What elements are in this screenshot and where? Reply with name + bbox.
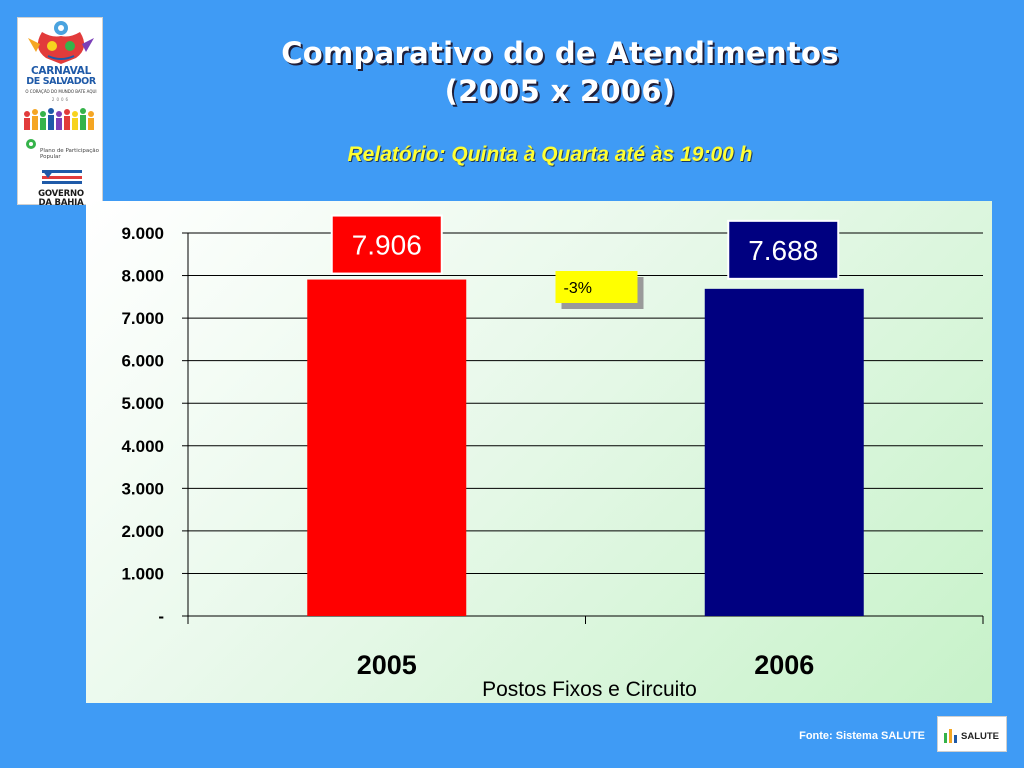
- carnaval-logo-graphic: [24, 21, 94, 184]
- page-title-line2: (2005 x 2006): [444, 74, 676, 108]
- salute-logo: SALUTE: [937, 716, 1007, 752]
- y-tick-label: 2.000: [121, 522, 164, 541]
- annotation-box: [555, 271, 638, 303]
- logo-carnaval-text: CARNAVAL: [31, 65, 91, 77]
- logo-salvador-text: DE SALVADOR: [26, 76, 96, 87]
- bar-chart: - 1.000 2.000 3.000 4.000 5.000 6.000 7.000 8.00…: [121, 214, 984, 701]
- y-tick-label: 4.000: [121, 437, 164, 456]
- x-axis-label: Postos Fixos e Circuito: [482, 678, 697, 701]
- y-tick-label: -: [158, 607, 164, 626]
- y-tick-label: 5.000: [121, 394, 164, 413]
- y-tick-label: 9.000: [121, 224, 164, 243]
- x-tick-label: 2005: [357, 650, 417, 680]
- y-tick-label: 7.000: [121, 309, 164, 328]
- salute-logo-text: SALUTE: [961, 731, 999, 742]
- y-tick-label: 3.000: [121, 479, 164, 498]
- logo-governo-text: GOVERNO: [38, 189, 84, 199]
- chart-panel: - 1.000 2.000 3.000 4.000 5.000 6.000 7.000 8.00…: [86, 201, 992, 703]
- report-subtitle: Relatório: Quinta à Quarta até às 19:00 …: [347, 143, 753, 166]
- x-tick-label: 2006: [754, 650, 814, 680]
- value-label-box: [330, 214, 443, 275]
- y-tick-label: 1.000: [121, 564, 164, 583]
- logo-bahia-text: DA BAHIA: [38, 198, 84, 208]
- salute-logo-icon: [944, 729, 957, 743]
- y-tick-label: 8.000: [121, 267, 164, 286]
- value-label: 7.906: [352, 230, 422, 261]
- bar-2005: [307, 279, 467, 616]
- value-label: 7.688: [748, 235, 818, 266]
- source-note: Fonte: Sistema SALUTE: [799, 730, 925, 742]
- value-label-box: [727, 219, 840, 280]
- annotation-label: -3%: [564, 280, 592, 297]
- logo-tagline: O CORAÇÃO DO MUNDO BATE AQUI: [25, 89, 97, 94]
- y-tick-label: 6.000: [121, 352, 164, 371]
- carnaval-logo-panel: CARNAVAL DE SALVADOR O CORAÇÃO DO MUNDO …: [17, 17, 103, 208]
- bar-2006: [704, 288, 864, 616]
- page-title-line1: Comparativo do de Atendimentos: [281, 36, 839, 70]
- logo-participacao: Plano de Participação Popular: [40, 148, 99, 160]
- logo-year: 2006: [51, 97, 71, 102]
